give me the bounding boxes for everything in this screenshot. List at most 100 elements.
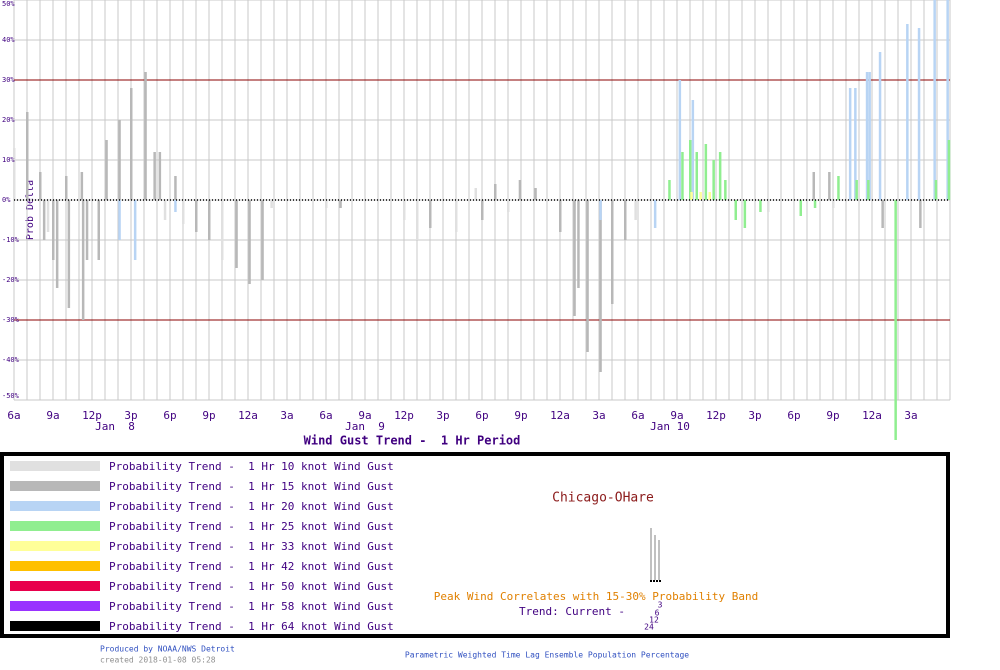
legend-label: Probability Trend - 1 Hr 10 knot Wind Gu… — [109, 460, 394, 473]
legend-label: Probability Trend - 1 Hr 64 knot Wind Gu… — [109, 620, 394, 633]
bar — [699, 192, 702, 200]
bar — [174, 200, 177, 212]
bar — [695, 152, 698, 200]
bar — [80, 172, 84, 200]
x-tick-label: 12p — [394, 409, 414, 422]
bar — [235, 200, 238, 268]
y-tick-label: 30% — [2, 76, 15, 84]
bar — [868, 72, 871, 200]
legend-swatch — [10, 501, 100, 511]
x-tick-label: 6a — [7, 409, 20, 422]
bar — [586, 200, 589, 352]
bar — [689, 140, 692, 200]
bar — [812, 172, 815, 200]
bar — [507, 200, 510, 212]
plot — [13, 0, 951, 440]
y-tick-label: -20% — [2, 276, 20, 284]
bar — [174, 176, 177, 200]
bar — [534, 188, 537, 200]
footer-producer: Produced by NOAA/NWS Detroit — [100, 645, 235, 654]
bar — [634, 200, 637, 220]
bar — [934, 180, 938, 200]
bar — [325, 200, 328, 208]
bar — [118, 120, 121, 200]
trend-hour: 24 — [644, 623, 654, 632]
bar — [906, 24, 909, 200]
y-tick-label: -40% — [2, 356, 20, 364]
legend-box — [0, 452, 950, 638]
bar — [848, 88, 852, 200]
bar — [855, 180, 858, 200]
bar — [416, 200, 419, 240]
x-tick-label: 6p — [163, 409, 176, 422]
bar — [13, 148, 16, 200]
bar — [865, 72, 869, 200]
x-tick-label: 12a — [550, 409, 570, 422]
bar — [481, 200, 484, 220]
bar — [46, 200, 50, 232]
bar — [712, 160, 715, 200]
x-tick-label: 12p — [82, 409, 102, 422]
x-tick-label: 3p — [436, 409, 449, 422]
chart-title: Wind Gust Trend - 1 Hr Period — [304, 434, 521, 448]
bar — [158, 152, 162, 200]
x-tick-label: 3p — [124, 409, 137, 422]
bar — [85, 200, 89, 260]
bar — [577, 200, 580, 288]
x-tick-label: 6p — [475, 409, 488, 422]
legend-swatch — [10, 481, 100, 491]
legend-label: Probability Trend - 1 Hr 15 knot Wind Gu… — [109, 480, 394, 493]
bar — [39, 172, 42, 200]
bar — [832, 200, 835, 208]
bar — [65, 176, 68, 200]
x-tick-label: 3p — [748, 409, 761, 422]
x-tick-label: 3a — [280, 409, 293, 422]
y-tick-label: 50% — [2, 0, 15, 8]
y-tick-label: 0% — [2, 196, 11, 204]
bar — [678, 80, 682, 200]
bar — [718, 152, 722, 200]
bar — [261, 200, 264, 280]
y-tick-label: 20% — [2, 116, 15, 124]
legend-swatch — [10, 601, 100, 611]
bar — [130, 88, 133, 200]
x-tick-label: 12a — [862, 409, 882, 422]
station-name: Chicago-OHare — [552, 491, 654, 506]
bar — [734, 200, 737, 220]
bar — [118, 200, 121, 240]
x-tick-label: 9p — [514, 409, 527, 422]
legend-swatch — [10, 581, 100, 591]
bar — [474, 188, 477, 200]
legend-swatch — [10, 561, 100, 571]
bar — [947, 140, 951, 200]
x-tick-label: 6a — [319, 409, 332, 422]
y-tick-label: 10% — [2, 156, 15, 164]
x-tick-label: 6a — [631, 409, 644, 422]
bar — [919, 200, 922, 228]
bar — [248, 200, 251, 284]
bar — [270, 200, 273, 208]
bar — [759, 200, 762, 212]
bar — [653, 200, 657, 228]
bar — [208, 200, 211, 240]
bar — [946, 0, 949, 200]
bar — [743, 200, 747, 228]
trend-hour: 12 — [649, 616, 659, 625]
bar — [144, 72, 147, 200]
bar — [681, 152, 684, 200]
bar — [163, 200, 167, 220]
bar — [767, 200, 770, 212]
bar — [933, 0, 936, 200]
x-tick-label: 9p — [826, 409, 839, 422]
bar — [854, 88, 857, 200]
date-label: Jan 10 — [650, 420, 690, 433]
x-tick-label: 9a — [670, 409, 683, 422]
bar — [668, 180, 671, 200]
y-tick-label: -50% — [2, 392, 20, 400]
date-label: Jan 9 — [345, 420, 385, 433]
y-tick-label: 40% — [2, 36, 15, 44]
x-tick-label: 12p — [706, 409, 726, 422]
x-tick-label: 9p — [202, 409, 215, 422]
bar — [339, 200, 342, 208]
